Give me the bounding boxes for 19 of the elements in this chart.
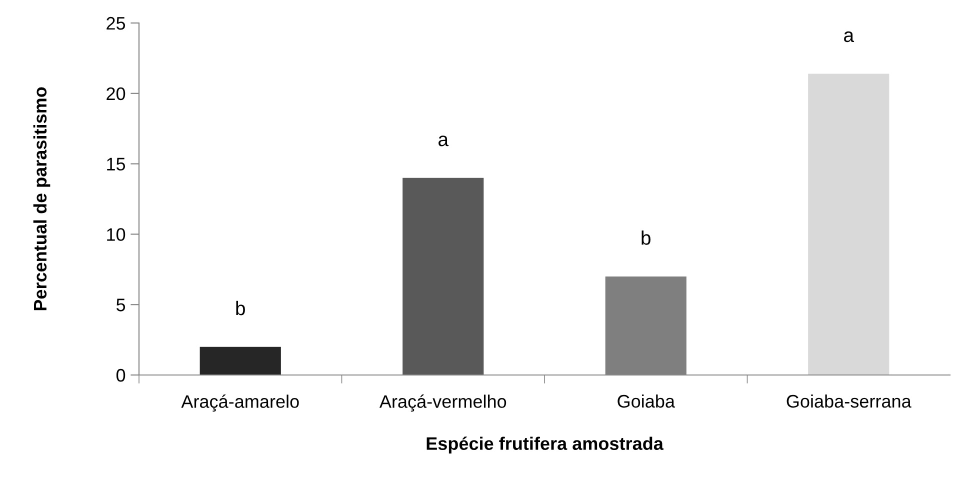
y-tick-label: 10 <box>107 228 126 241</box>
x-tick-label: Goiaba <box>618 394 675 408</box>
y-tick-label: 20 <box>106 87 126 100</box>
y-tick-label: 0 <box>116 368 126 382</box>
y-axis-title: Percentual de parasitismo <box>33 87 50 310</box>
bar <box>402 178 484 375</box>
x-axis-title: Espécie frutifera amostrada <box>426 436 664 454</box>
bar <box>200 346 281 375</box>
y-tick-label: 5 <box>116 298 126 312</box>
data-label: a <box>438 136 449 146</box>
y-tick-label: 15 <box>107 158 126 171</box>
y-tick-label: 25 <box>106 16 126 30</box>
data-label: a <box>844 31 854 42</box>
data-label: b <box>236 300 245 316</box>
x-tick-label: Araçá-amarelo <box>181 394 299 412</box>
data-label: b <box>642 230 650 245</box>
x-tick-label: Goiaba-serrana <box>786 394 912 408</box>
x-tick-label: Araçá-vermelho <box>379 394 506 412</box>
bar <box>808 74 890 375</box>
